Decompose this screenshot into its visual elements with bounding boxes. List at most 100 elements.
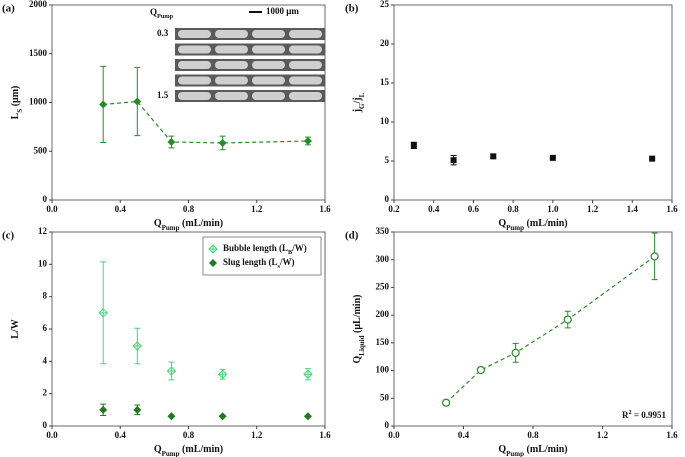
x-axis-label-part: Q: [498, 444, 506, 455]
x-tick-label: 0.0: [46, 204, 58, 214]
y-tick-label: 1000: [29, 97, 48, 107]
y-tick-label: 15: [380, 77, 390, 87]
annotation-part: R: [622, 410, 629, 420]
inset-bubble: [252, 30, 285, 38]
inset-label: 1.5: [157, 90, 169, 100]
y-tick-label: 5: [385, 155, 390, 165]
panel-label: (d): [345, 230, 359, 242]
x-tick-label: 0.8: [183, 204, 195, 214]
marker: [167, 137, 176, 146]
y-axis-label: L/W: [10, 319, 21, 338]
x-tick-label: 1.2: [597, 430, 609, 440]
y-tick-label: 300: [376, 254, 390, 264]
inset-bubble: [178, 30, 211, 38]
scale-bar-label: 1000 μm: [266, 6, 299, 16]
y-axis-label-part: S: [16, 109, 24, 113]
inset-label: 0.3: [157, 28, 169, 38]
legend-label: Slug length (Ls/W): [223, 257, 294, 270]
y-tick-label: 25: [380, 0, 390, 9]
legend-label-part: /W): [279, 257, 295, 267]
inset-bubble: [289, 45, 322, 54]
y-tick-label: 0: [43, 420, 48, 430]
marker: [133, 97, 142, 106]
marker: [132, 341, 143, 351]
inset-bubble: [215, 30, 248, 38]
x-tick-label: 1.4: [627, 204, 639, 214]
y-axis-label-part: G: [358, 103, 366, 109]
inset-title-part: Q: [150, 7, 157, 17]
inset-bubble: [215, 76, 248, 85]
inset-bubble: [289, 30, 322, 38]
y-axis-label-part: Liquid: [358, 335, 366, 355]
panel-label: (c): [2, 230, 15, 242]
marker: [410, 142, 417, 149]
x-tick-label: 0.8: [183, 430, 195, 440]
marker: [650, 252, 659, 261]
marker: [649, 155, 656, 162]
inset-strip: [175, 59, 325, 71]
marker: [303, 137, 312, 146]
x-tick-label: 0.0: [388, 430, 400, 440]
x-tick-label: 1.2: [251, 204, 263, 214]
y-tick-label: 2: [43, 388, 48, 398]
x-axis-label-part: Q: [154, 218, 162, 229]
inset-bubble: [178, 92, 211, 100]
x-axis-label: QPump (mL/min): [154, 444, 223, 457]
inset-bubble: [289, 76, 322, 85]
legend-label-part: Slug length (L: [223, 257, 278, 267]
x-tick-label: 0.8: [527, 430, 539, 440]
x-axis-label: QPump (mL/min): [498, 444, 567, 457]
x-axis-label-part: Pump: [506, 450, 524, 457]
inset-bubble: [178, 45, 211, 54]
x-tick-label: 0.4: [428, 204, 440, 214]
marker: [209, 259, 217, 267]
y-tick-label: 4: [43, 355, 48, 365]
x-axis-label-part: Pump: [162, 224, 180, 232]
legend-label-part: Bubble length (L: [223, 243, 288, 253]
inset-title: QPump: [150, 7, 174, 20]
x-tick-label: 0.0: [46, 430, 58, 440]
plot-frame: [393, 231, 673, 427]
marker: [133, 405, 142, 414]
marker: [490, 153, 497, 160]
inset-bubble: [252, 45, 285, 54]
marker: [208, 244, 218, 254]
y-axis-label-part: L/W: [10, 319, 21, 338]
x-axis-label-part: Pump: [162, 450, 180, 457]
marker: [99, 100, 108, 109]
annotation: R2 = 0.9951: [622, 409, 667, 420]
inset-strip: [175, 74, 325, 87]
x-axis-label-part: (mL/min): [524, 444, 568, 455]
x-axis-label-part: Pump: [506, 224, 524, 232]
y-tick-label: 50: [380, 392, 390, 402]
y-axis-label-part: (μm): [10, 86, 21, 109]
marker: [98, 308, 108, 318]
marker: [563, 315, 572, 324]
x-tick-label: 1.2: [587, 204, 599, 214]
x-axis-label-part: (mL/min): [180, 444, 224, 455]
x-axis-label: QPump (mL/min): [154, 218, 223, 231]
x-tick-label: 0.8: [508, 204, 520, 214]
panel-label: (b): [345, 3, 359, 15]
y-tick-label: 20: [380, 38, 390, 48]
marker: [166, 366, 177, 376]
x-axis-label-part: (mL/min): [524, 218, 568, 229]
marker: [442, 398, 451, 407]
y-axis-label: LS (μm): [10, 86, 23, 120]
x-tick-label: 0.4: [115, 430, 127, 440]
y-tick-label: 500: [34, 145, 48, 155]
x-tick-label: 0.4: [458, 430, 470, 440]
inset-bubble: [289, 92, 322, 100]
marker: [303, 412, 312, 421]
y-tick-label: 2000: [29, 0, 48, 9]
series-line: [445, 255, 655, 404]
x-tick-label: 1.2: [251, 430, 263, 440]
legend-box: [202, 236, 322, 276]
y-tick-label: 8: [43, 291, 48, 301]
plot-frame: [393, 4, 673, 201]
inset-bubble: [215, 92, 248, 100]
y-axis-label: jG/jL: [352, 92, 365, 113]
annotation-part: 2: [628, 409, 631, 416]
x-axis-label-part: Q: [498, 218, 506, 229]
inset-bubble: [252, 61, 285, 69]
